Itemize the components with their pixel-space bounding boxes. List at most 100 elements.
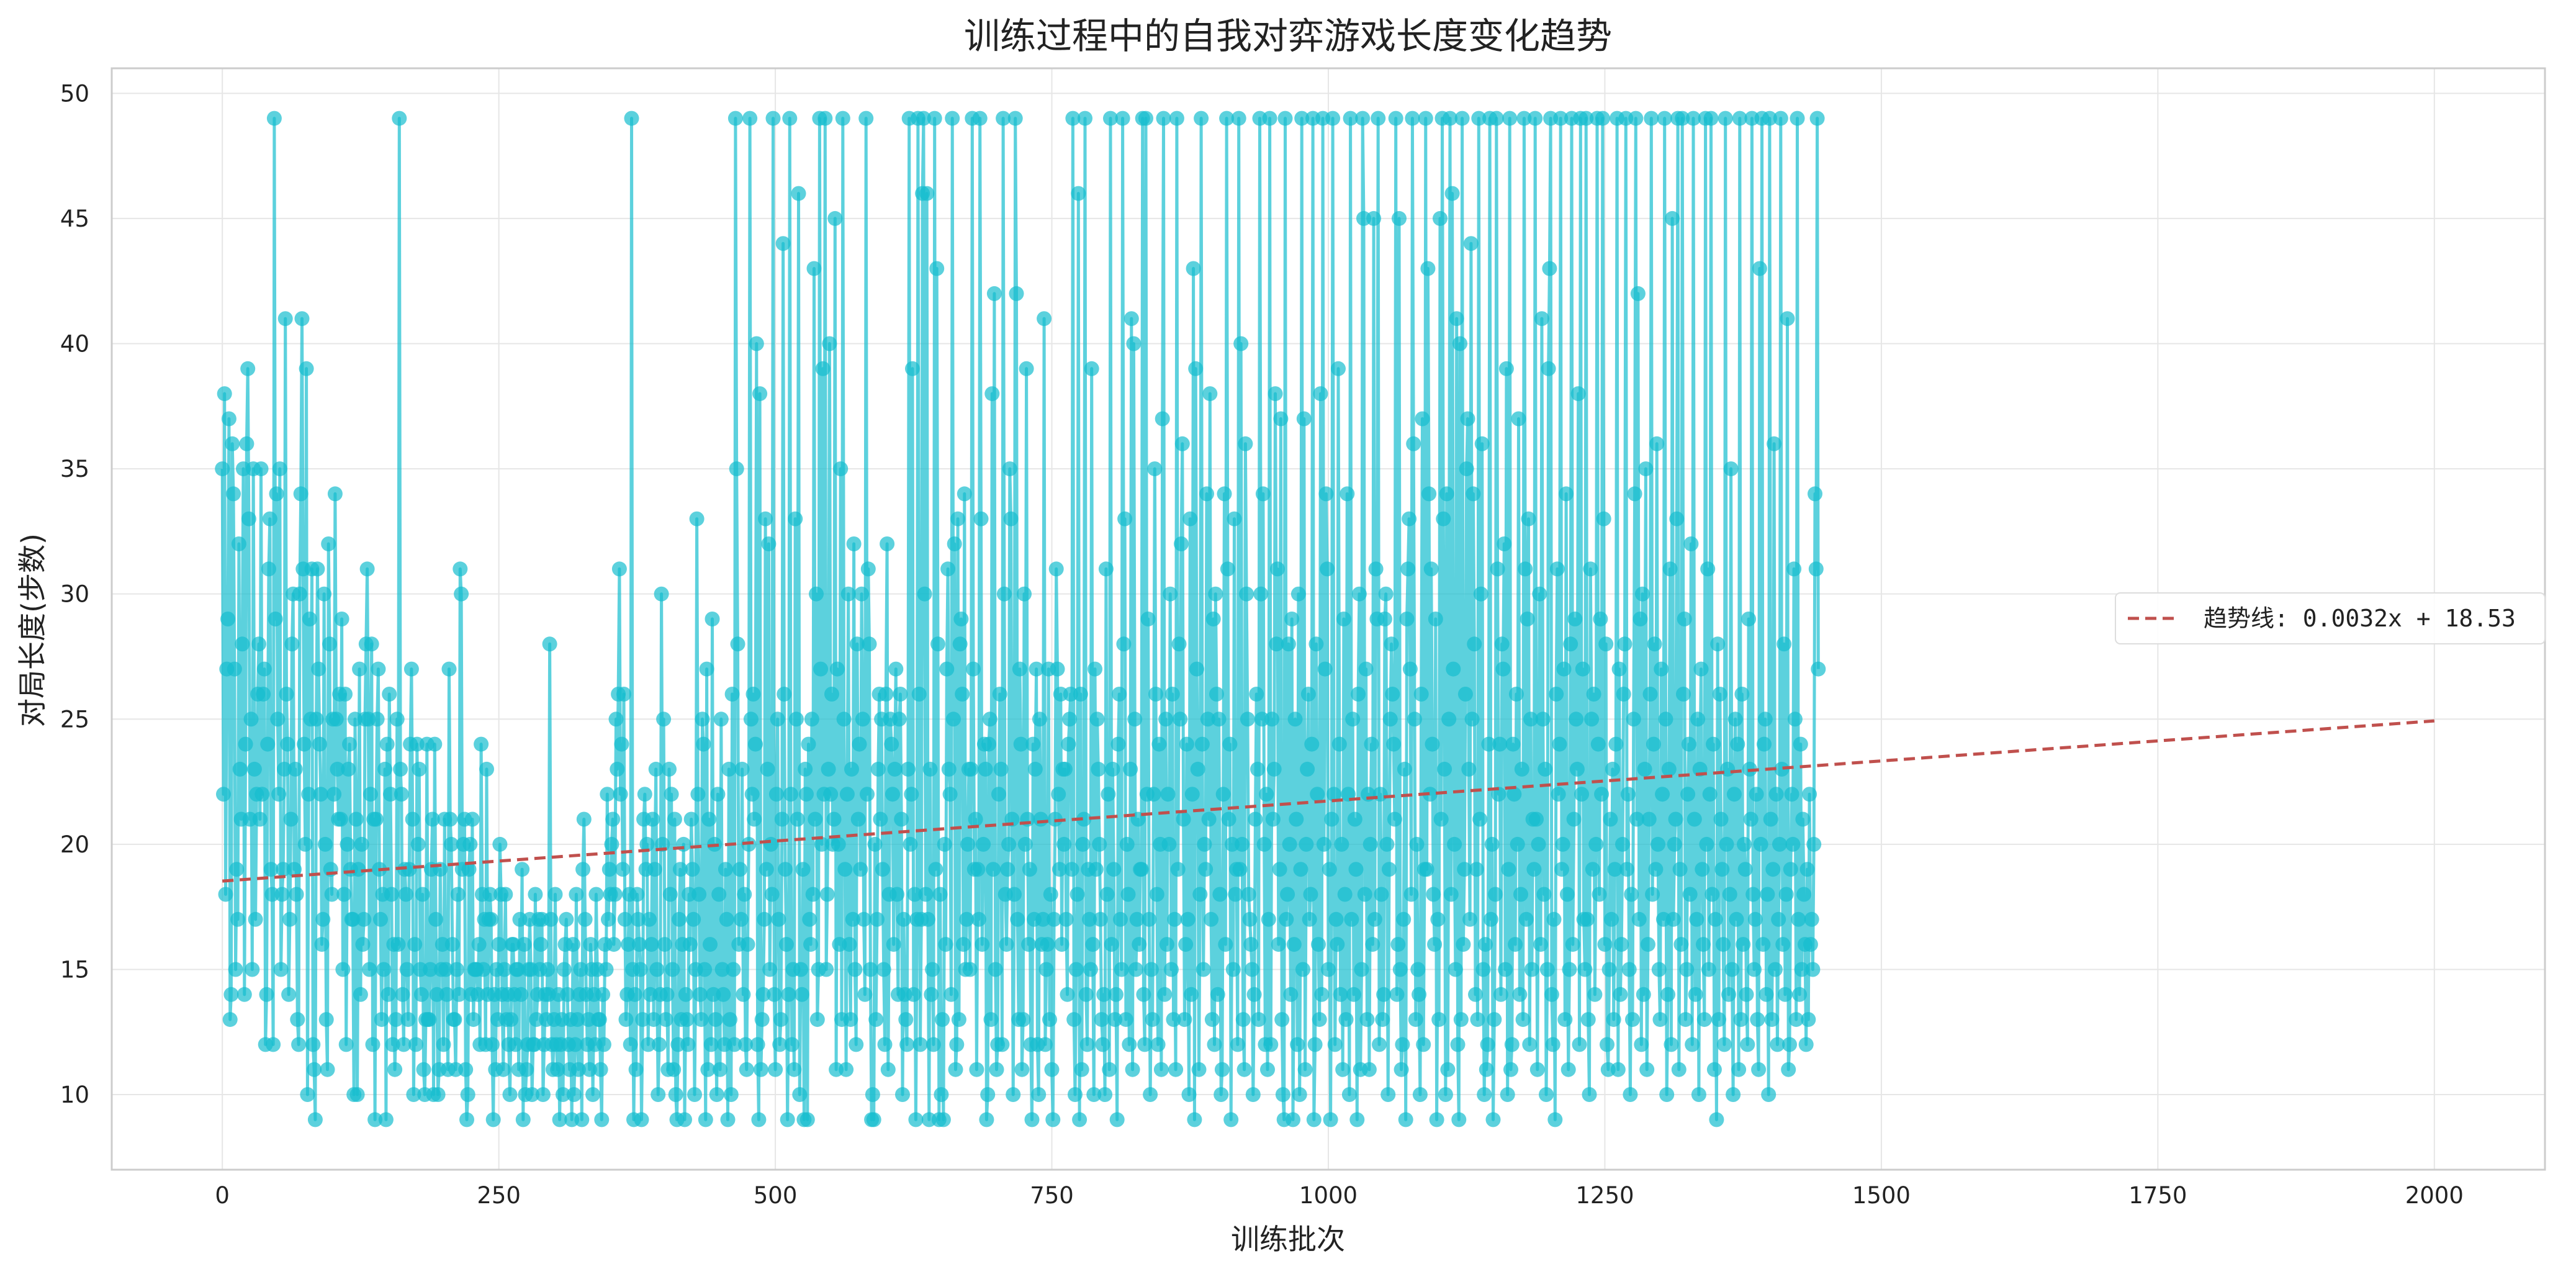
data-point xyxy=(1786,561,1802,577)
data-point xyxy=(793,962,809,977)
data-point xyxy=(1033,811,1048,827)
data-point xyxy=(1596,511,1611,526)
data-point xyxy=(701,811,717,827)
data-point xyxy=(592,1012,607,1028)
data-point xyxy=(942,787,958,802)
data-point xyxy=(492,836,508,852)
data-point xyxy=(768,1062,783,1077)
data-point xyxy=(1672,862,1688,877)
data-point xyxy=(1785,836,1801,852)
chart-title: 训练过程中的自我对弈游戏长度变化趋势 xyxy=(964,15,1612,57)
data-point xyxy=(984,386,1000,402)
data-point xyxy=(1626,712,1641,727)
data-point xyxy=(1629,811,1645,827)
data-point xyxy=(1494,636,1510,652)
data-point xyxy=(1032,712,1047,727)
data-point xyxy=(1773,111,1788,126)
data-point xyxy=(1214,1087,1229,1102)
data-point xyxy=(975,937,990,952)
data-point xyxy=(515,1112,531,1127)
data-point xyxy=(425,811,440,827)
data-point xyxy=(1316,836,1331,852)
data-point xyxy=(1312,1012,1327,1028)
data-point xyxy=(662,761,677,777)
data-point xyxy=(1791,911,1806,927)
data-point xyxy=(289,887,304,902)
data-point xyxy=(253,461,269,477)
data-point xyxy=(1123,761,1138,777)
data-point xyxy=(263,862,279,877)
data-point xyxy=(1302,911,1317,927)
data-point xyxy=(575,862,591,877)
data-point xyxy=(1440,1062,1456,1077)
data-point xyxy=(1555,836,1570,852)
data-point xyxy=(1547,1112,1563,1127)
data-point xyxy=(1714,862,1730,877)
data-point xyxy=(302,612,317,626)
data-point xyxy=(1605,761,1620,777)
data-point xyxy=(1702,787,1718,802)
data-point xyxy=(1705,887,1720,902)
data-point xyxy=(474,736,489,752)
data-point xyxy=(1304,736,1320,752)
data-point xyxy=(383,787,398,802)
data-point xyxy=(778,937,794,952)
data-point xyxy=(801,736,816,752)
data-point xyxy=(604,836,619,852)
data-point xyxy=(1703,111,1719,126)
data-point xyxy=(1261,911,1276,927)
data-point xyxy=(1262,111,1277,126)
data-point xyxy=(297,736,312,752)
data-point xyxy=(574,1112,590,1127)
data-point xyxy=(1006,1087,1021,1102)
data-point xyxy=(607,887,623,902)
data-point xyxy=(1371,111,1386,126)
data-point xyxy=(1089,712,1105,727)
data-point xyxy=(1508,687,1524,702)
data-point xyxy=(1775,937,1791,952)
data-point xyxy=(937,836,952,852)
data-point xyxy=(683,811,699,827)
data-point xyxy=(271,787,287,802)
data-point xyxy=(720,1112,736,1127)
data-point xyxy=(1647,636,1662,652)
data-point xyxy=(354,836,369,852)
data-point xyxy=(1163,586,1178,602)
data-point xyxy=(1400,561,1416,577)
data-point xyxy=(1129,911,1145,927)
data-point xyxy=(324,887,340,902)
data-point xyxy=(940,561,956,577)
data-point xyxy=(1012,661,1027,677)
data-point xyxy=(1611,661,1627,677)
data-point xyxy=(1268,386,1283,402)
data-point xyxy=(1344,911,1359,927)
data-point xyxy=(966,661,981,677)
data-point xyxy=(1017,836,1033,852)
data-point xyxy=(1025,736,1041,752)
data-point xyxy=(623,1037,638,1052)
data-point xyxy=(588,887,604,902)
data-point xyxy=(462,836,478,852)
data-point xyxy=(1399,612,1415,626)
data-point xyxy=(1723,461,1739,477)
data-point xyxy=(1667,836,1682,852)
data-point xyxy=(1372,787,1388,802)
data-point xyxy=(338,1037,354,1052)
data-point xyxy=(922,761,938,777)
data-point xyxy=(1739,987,1754,1002)
data-point xyxy=(716,987,731,1002)
data-point xyxy=(738,1037,753,1052)
data-point xyxy=(1167,911,1182,927)
data-point xyxy=(1557,1012,1573,1028)
data-point xyxy=(781,987,796,1002)
data-point xyxy=(1515,1012,1531,1028)
data-point xyxy=(677,1112,692,1127)
data-point xyxy=(953,612,969,626)
data-point xyxy=(1385,687,1400,702)
data-point xyxy=(1533,937,1549,952)
data-point xyxy=(665,962,680,977)
data-point xyxy=(1593,612,1608,626)
data-point xyxy=(1137,1037,1153,1052)
data-point xyxy=(395,987,410,1002)
data-point xyxy=(1498,962,1513,977)
